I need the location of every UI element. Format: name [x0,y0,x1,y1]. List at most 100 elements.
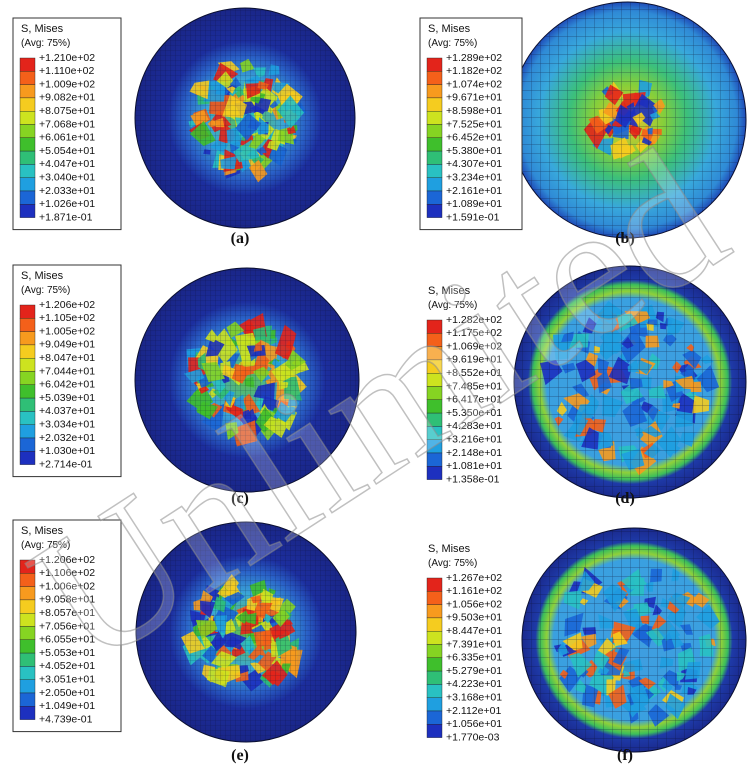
legend-label: +9.049e+01 [39,339,95,351]
legend-band [427,98,442,111]
legend-label: +5.380e+01 [446,145,502,157]
legend-label: +7.044e+01 [39,365,95,377]
legend-label: +2.050e+01 [39,687,95,699]
legend-label: +1.110e+02 [39,65,94,77]
legend-band [427,191,442,204]
legend-label: +7.391e+01 [446,638,502,650]
legend-label: +5.279e+01 [446,665,502,677]
legend-band [427,591,442,604]
legend-label: +2.032e+01 [39,432,95,444]
legend-label: +2.161e+01 [446,185,502,197]
legend-label: +3.168e+01 [446,691,502,703]
legend-label: +6.061e+01 [39,132,95,144]
mesh [135,8,355,228]
legend-band [427,125,442,138]
legend-band [20,85,35,98]
legend-band [427,151,442,164]
legend-label: +1.026e+01 [39,198,95,210]
legend-label: +8.047e+01 [39,352,95,364]
legend-band [427,111,442,124]
legend-label: +1.267e+02 [446,572,502,584]
legend-band [20,613,35,626]
legend-title: S, Mises [428,23,471,35]
legend-band [20,358,35,371]
mesh [522,528,746,752]
legend-band [20,318,35,331]
legend-label: +7.525e+01 [446,118,502,130]
legend-band [20,372,35,385]
legend-band [20,138,35,151]
plot-body [522,528,746,752]
legend-label: +3.040e+01 [39,171,95,183]
legend-band [20,71,35,84]
legend-band [20,653,35,666]
legend-band [20,680,35,693]
legend-band [20,58,35,71]
contour-plot [522,528,746,752]
legend-band [20,111,35,124]
legend: S, Mises(Avg: 75%)+1.206e+02+1.105e+02+1… [13,265,121,477]
legend-band [20,151,35,164]
legend-band [20,666,35,679]
legend-band [20,627,35,640]
legend-label: +9.082e+01 [39,92,95,104]
legend-label: +3.234e+01 [446,171,502,183]
legend-band [20,178,35,191]
legend-band [20,98,35,111]
legend-band [427,698,442,711]
legend-band [20,398,35,411]
legend-band [20,191,35,204]
legend-label: +1.161e+02 [446,585,502,597]
legend-band [427,671,442,684]
legend-subtitle: (Avg: 75%) [21,38,70,49]
legend-band [427,684,442,697]
legend-label: +9.671e+01 [446,92,502,104]
plot-body [135,8,355,228]
legend-label: +4.739e-01 [39,713,93,725]
legend-title: S, Mises [21,270,64,282]
legend-band [427,204,442,217]
legend-label: +3.051e+01 [39,673,95,685]
legend-label: +5.039e+01 [39,392,95,404]
caption: (e) [231,747,249,764]
legend-band [427,724,442,737]
legend-band [20,706,35,719]
legend-label: +3.034e+01 [39,418,95,430]
legend-label: +1.074e+02 [446,78,502,90]
legend-band [427,658,442,671]
legend-band [427,85,442,98]
legend-band [20,332,35,345]
legend-label: +9.503e+01 [446,612,502,624]
legend-label: +4.307e+01 [446,158,502,170]
legend-band [20,305,35,318]
legend-label: +1.056e+02 [446,598,502,610]
legend-band [20,640,35,653]
legend-band [20,204,35,217]
legend-label: +1.206e+02 [39,299,95,311]
legend-band [427,138,442,151]
legend-label: +1.105e+02 [39,312,95,324]
legend-band [20,385,35,398]
legend-label: +1.210e+02 [39,52,95,64]
legend-label: +1.770e-03 [446,731,500,743]
figure: S, Mises(Avg: 75%)+1.210e+02+1.110e+02+1… [0,0,749,771]
legend-label: +6.335e+01 [446,652,502,664]
legend-band [20,425,35,438]
legend-label: +2.033e+01 [39,185,95,197]
legend-band [427,164,442,177]
legend-label: +8.447e+01 [446,625,502,637]
legend-subtitle: (Avg: 75%) [428,38,477,49]
legend-band [427,71,442,84]
legend-band [20,693,35,706]
legend-label: +1.009e+02 [39,78,95,90]
contour-plot [135,8,355,228]
legend-label: +6.452e+01 [446,132,502,144]
legend-band [20,451,35,464]
legend-label: +4.037e+01 [39,405,95,417]
legend-band [427,578,442,591]
legend-band [427,605,442,618]
legend-label: +7.068e+01 [39,118,95,130]
legend-label: +1.056e+01 [446,718,502,730]
legend-label: +4.047e+01 [39,158,95,170]
legend: S, Mises(Avg: 75%)+1.267e+02+1.161e+02+1… [427,543,502,743]
